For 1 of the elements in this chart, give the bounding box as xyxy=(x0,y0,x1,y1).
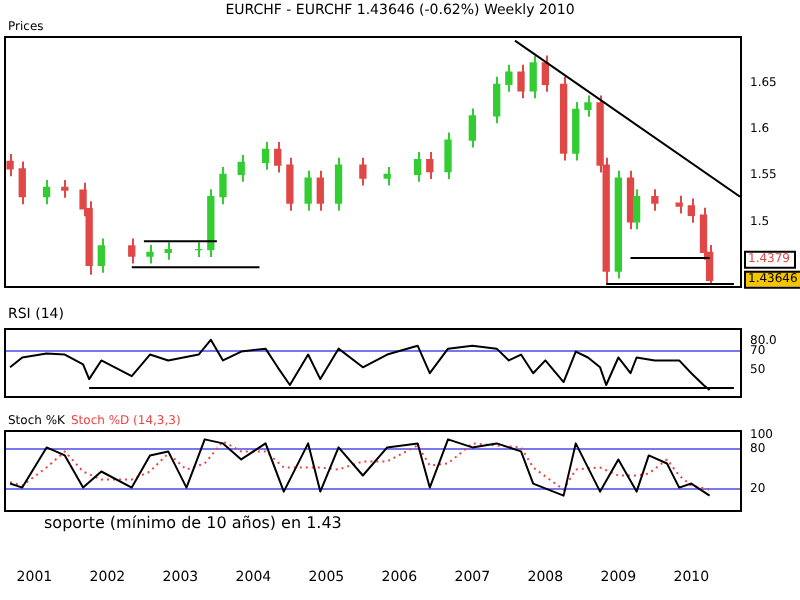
text: soporte (mínimo de 10 años) en 1.43 xyxy=(44,514,342,532)
